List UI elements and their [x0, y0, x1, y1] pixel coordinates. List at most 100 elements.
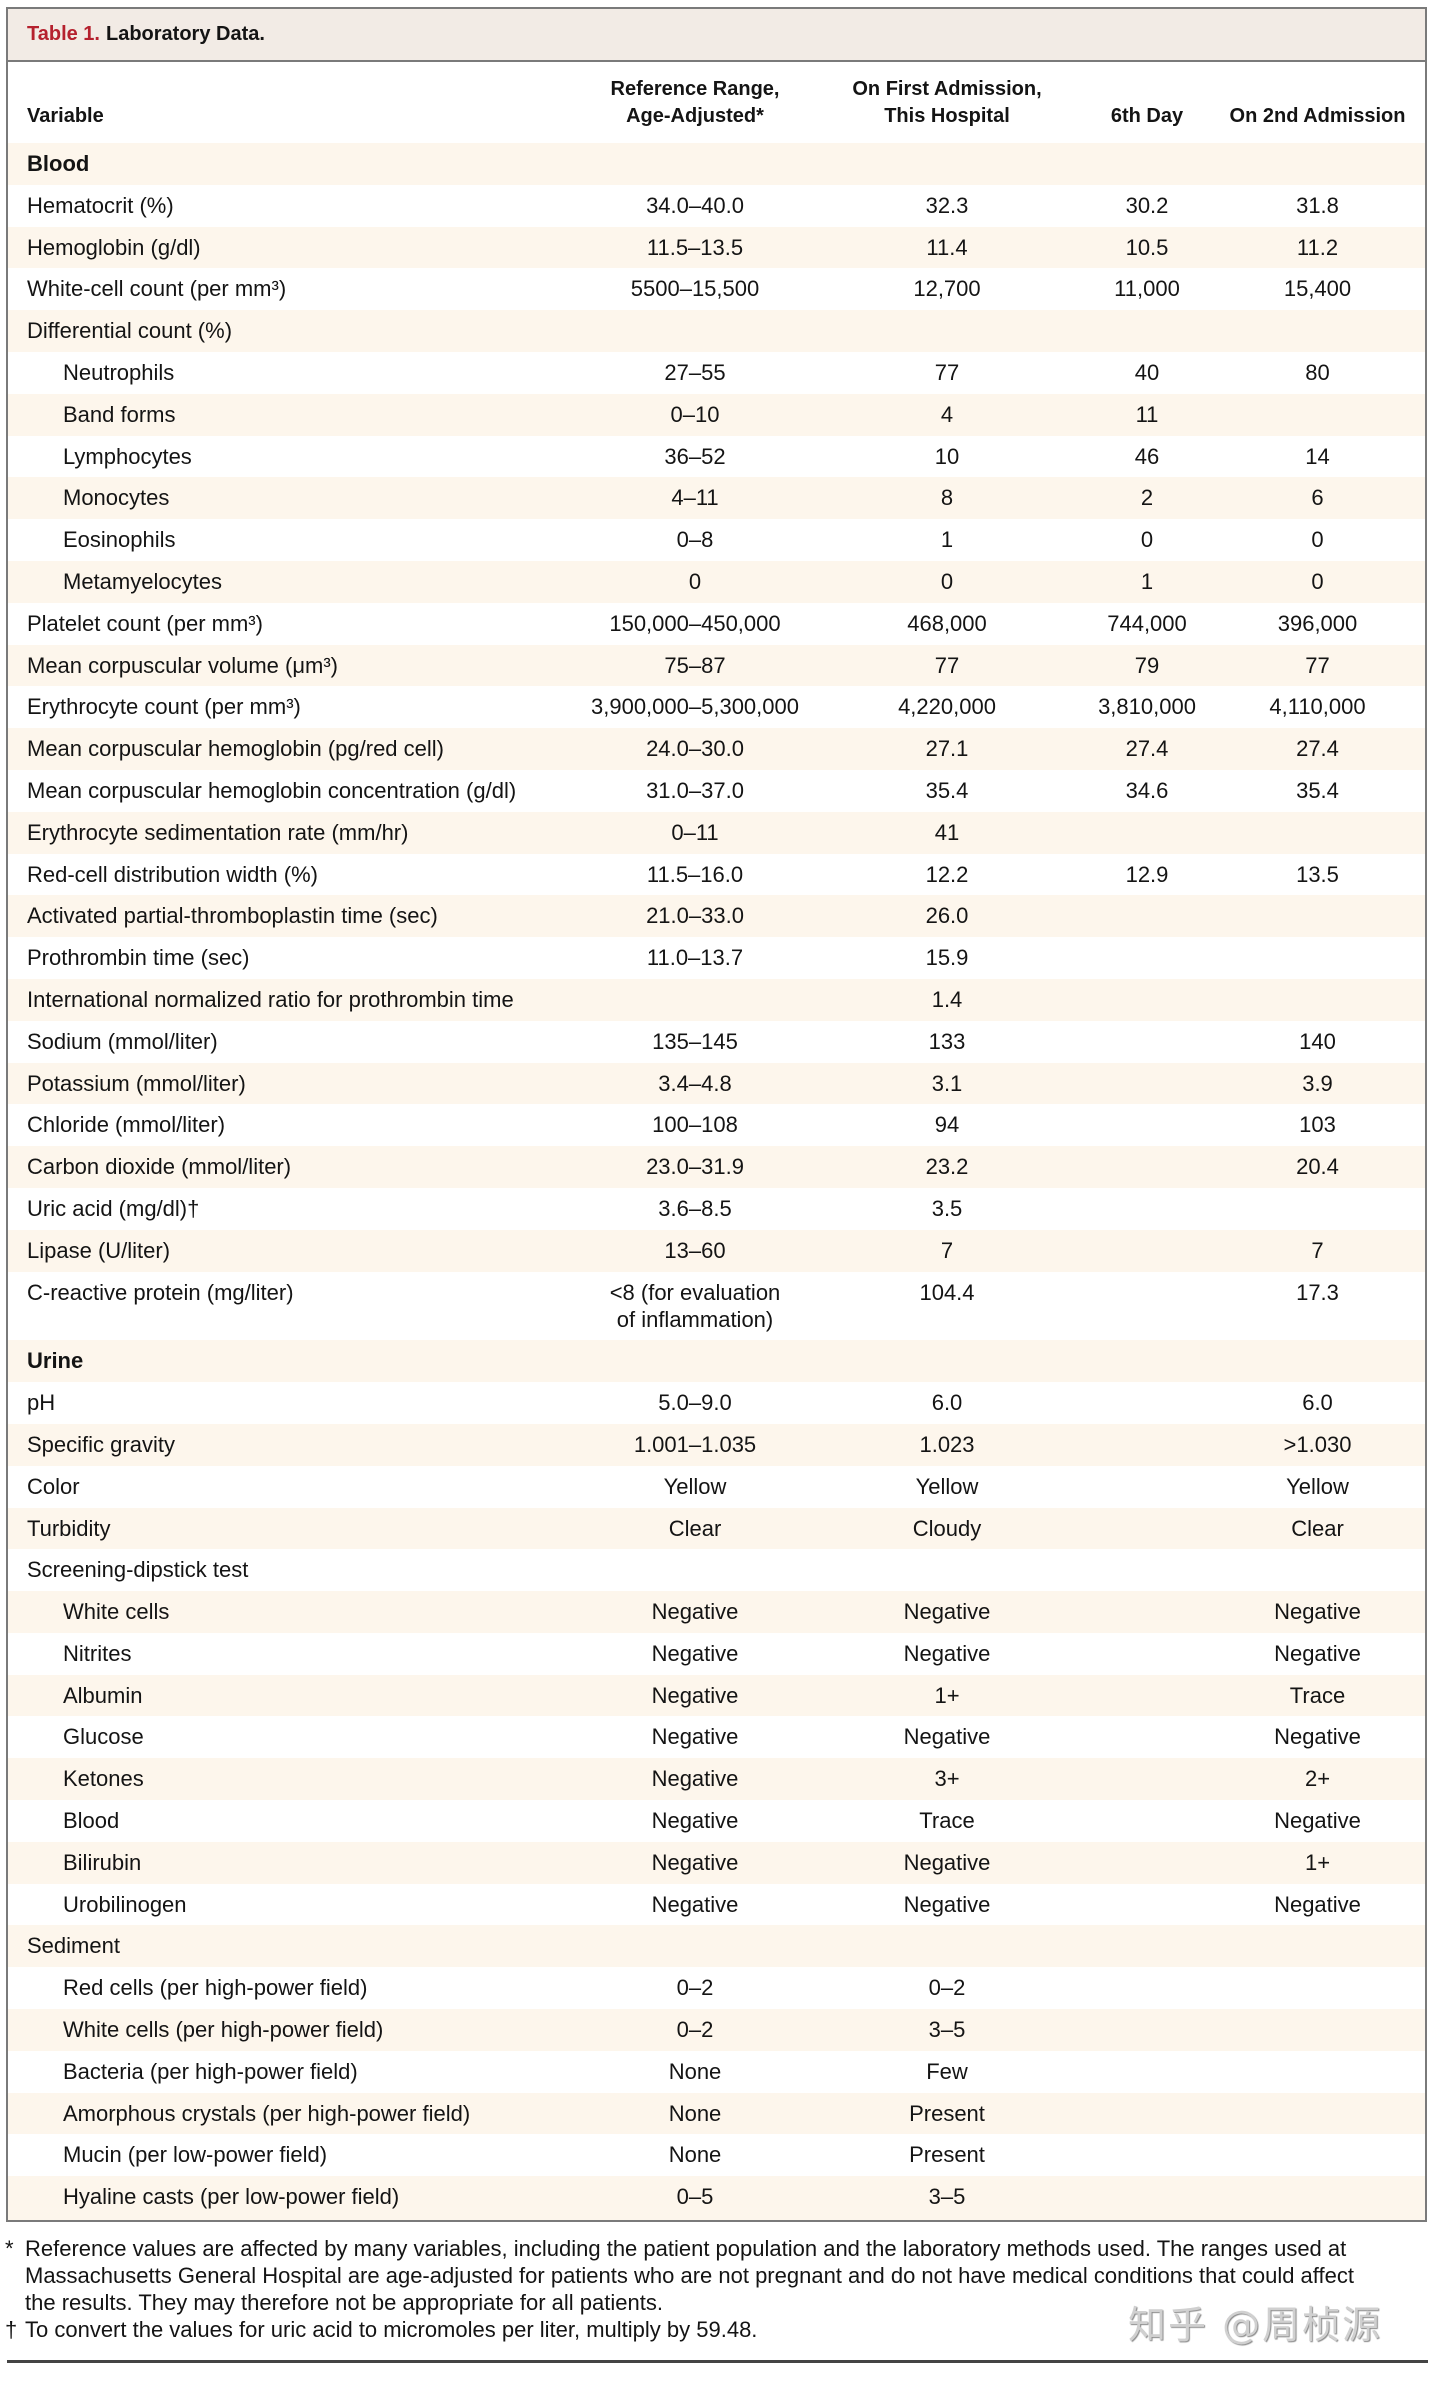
header-line: Reference Range,: [610, 78, 780, 100]
cell-6th-day: [1084, 1556, 1210, 1583]
cell-variable: Neutrophils: [63, 359, 175, 385]
bottom-rule-divider: [7, 2360, 1428, 2363]
cell-first-admission: 32.3: [925, 192, 969, 218]
cell-reference-range: 75–87: [664, 652, 726, 678]
cell-2nd-admission: 20.4: [1296, 1154, 1339, 1180]
cell-reference-range: 0–5: [676, 2184, 714, 2210]
table-row: Hemoglobin (g/dl) 11.5–13.5 11.4 10.5 11.2: [8, 226, 1425, 269]
cell-6th-day: [1084, 1028, 1210, 1055]
cell-variable: Glucose: [63, 1724, 144, 1750]
cell-variable: Differential count (%): [27, 318, 233, 344]
table-row: Erythrocyte sedimentation rate (mm/hr) 0–…: [8, 811, 1425, 854]
cell-6th-day: [1084, 1723, 1210, 1750]
cell-2nd-admission: [1210, 944, 1425, 971]
cell-first-admission: 133: [928, 1028, 966, 1054]
table-row: Mucin (per low-power field) None Present: [8, 2134, 1425, 2176]
cell-6th-day: [1084, 1195, 1210, 1222]
column-header-first-admission: On First Admission, This Hospital: [810, 76, 1084, 130]
cell-first-admission: 11.4: [926, 234, 968, 260]
cell-variable: Erythrocyte count (per mm³): [27, 694, 301, 720]
cell-6th-day: [1084, 1237, 1210, 1264]
cell-variable: pH: [27, 1390, 56, 1416]
table-row: Mean corpuscular hemoglobin concentratio…: [8, 770, 1425, 812]
cell-variable: Metamyelocytes: [63, 568, 222, 594]
cell-first-admission: 77: [934, 652, 960, 678]
table-row: Mean corpuscular hemoglobin (pg/red cell…: [8, 728, 1425, 770]
cell-2nd-admission: [1210, 1974, 1425, 2001]
cell-variable: Activated partial-thromboplastin time (s…: [27, 903, 438, 929]
table-row: Monocytes 4–11 8 2 6: [8, 477, 1425, 520]
cell-2nd-admission: 2+: [1304, 1766, 1331, 1792]
column-header-2nd-admission: On 2nd Admission: [1210, 76, 1425, 130]
column-header-reference-range: Reference Range, Age-Adjusted*: [580, 76, 810, 130]
footnote-text: Reference values are affected by many va…: [25, 2235, 1354, 2316]
cell-reference-range: 150,000–450,000: [609, 610, 781, 636]
cell-2nd-admission: 6: [1311, 485, 1324, 511]
cell-2nd-admission: >1.030: [1283, 1431, 1352, 1457]
cell-2nd-admission: [1210, 1347, 1425, 1374]
cell-6th-day: [1084, 1640, 1210, 1667]
cell-first-admission: 1.023: [919, 1431, 975, 1457]
column-header-row: Variable Reference Range, Age-Adjusted* …: [8, 62, 1425, 143]
asterisk-mark: *: [5, 2236, 14, 2261]
footnote-line: Reference values are affected by many va…: [25, 2236, 1347, 2261]
cell-2nd-admission: Clear: [1291, 1515, 1344, 1541]
cell-variable: Amorphous crystals (per high-power field…: [63, 2100, 471, 2126]
table-row: Blood Negative Trace Negative: [8, 1800, 1425, 1842]
table-row: Platelet count (per mm³) 150,000–450,000 4…: [8, 603, 1425, 645]
cell-reference-range: [580, 150, 810, 177]
cell-variable: Lipase (U/liter): [27, 1237, 171, 1263]
cell-6th-day: 0: [1140, 527, 1154, 553]
section-header-row: Blood: [8, 143, 1425, 185]
cell-reference-range: 3,900,000–5,300,000: [591, 694, 799, 720]
table-row: Lipase (U/liter) 13–60 7 7: [8, 1229, 1425, 1272]
cell-6th-day: [1084, 1849, 1210, 1876]
cell-reference-range: None: [668, 2142, 722, 2168]
cell-variable: Bacteria (per high-power field): [63, 2058, 358, 2084]
cell-reference-range: [580, 986, 810, 1013]
cell-2nd-admission: [1210, 317, 1425, 344]
cell-first-admission: Negative: [903, 1849, 991, 1875]
cell-6th-day: 10.5: [1125, 234, 1169, 260]
cell-reference-range: 4–11: [671, 485, 719, 511]
table-row: Erythrocyte count (per mm³) 3,900,000–5,3…: [8, 686, 1425, 728]
laboratory-data-table: Table 1. Laboratory Data. Variable Refer…: [6, 7, 1427, 2223]
header-line: [1210, 76, 1425, 103]
cell-first-admission: 26.0: [925, 903, 969, 929]
cell-first-admission: 1: [940, 527, 954, 553]
cell-first-admission: 0–2: [928, 1975, 966, 2001]
table-row: Turbidity Clear Cloudy Clear: [8, 1507, 1425, 1550]
cell-first-admission: 0: [940, 568, 954, 594]
cell-2nd-admission: Negative: [1274, 1808, 1361, 1834]
cell-reference-range: 24.0–30.0: [646, 736, 744, 762]
section-header-row: Urine: [8, 1340, 1425, 1383]
cell-first-admission: 94: [934, 1112, 960, 1138]
cell-first-admission: 3–5: [928, 2017, 966, 2043]
cell-variable: Screening-dipstick test: [27, 1557, 249, 1583]
cell-2nd-admission: [1210, 986, 1425, 1013]
cell-2nd-admission: [1210, 2183, 1425, 2210]
cell-variable: Hematocrit (%): [27, 192, 174, 218]
header-line: [27, 76, 580, 103]
cell-first-admission: 3.1: [931, 1070, 963, 1096]
cell-reference-range: 0–8: [676, 527, 714, 553]
cell-6th-day: 3,810,000: [1098, 694, 1196, 720]
cell-reference-range: Negative: [651, 1766, 739, 1792]
cell-variable: Platelet count (per mm³): [27, 610, 263, 636]
group-header-row: Sediment: [8, 1925, 1425, 1968]
cell-first-admission: Trace: [919, 1808, 975, 1834]
cell-2nd-admission: 35.4: [1296, 777, 1339, 803]
cell-variable: Prothrombin time (sec): [27, 945, 250, 971]
cell-variable: Nitrites: [63, 1640, 132, 1666]
cell-6th-day: [1084, 317, 1210, 344]
cell-variable: Mean corpuscular hemoglobin concentratio…: [27, 777, 517, 803]
table-row: Hyaline casts (per low-power field) 0–5 3–…: [8, 2176, 1425, 2221]
table-row: Metamyelocytes 0 0 1 0: [8, 560, 1425, 603]
cell-2nd-admission: 1+: [1304, 1849, 1331, 1875]
table-number-label: Table 1.: [27, 23, 100, 45]
table-row: Color Yellow Yellow Yellow: [8, 1466, 1425, 1508]
cell-2nd-admission: 11.2: [1296, 234, 1339, 260]
cell-variable: Urine: [27, 1348, 84, 1374]
table-title: Laboratory Data.: [106, 23, 265, 45]
group-header-row: Differential count (%): [8, 310, 1425, 352]
